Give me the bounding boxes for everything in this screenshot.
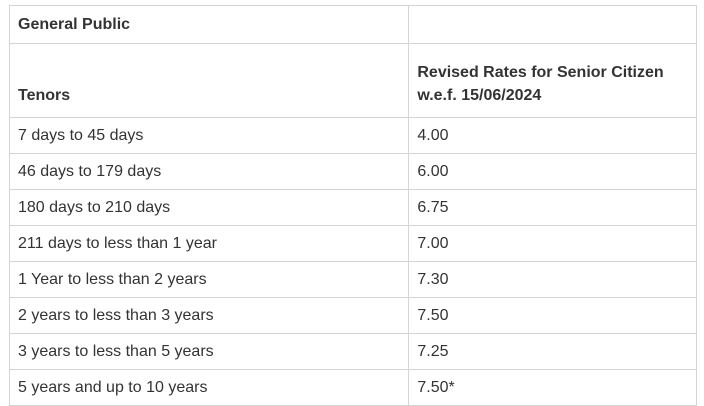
table-row: 2 years to less than 3 years 7.50 [8, 297, 697, 334]
table-row: 5 years and up to 10 years 7.50* [8, 369, 697, 406]
rate-cell: 6.00 [408, 153, 697, 190]
rate-cell: 7.25 [408, 333, 697, 370]
table-row: 46 days to 179 days 6.00 [8, 153, 697, 190]
rate-cell: 6.75 [408, 189, 697, 226]
empty-cell [408, 5, 697, 44]
table-row: 3 years to less than 5 years 7.25 [8, 333, 697, 370]
column-header: Tenors [8, 43, 410, 118]
table-row: 1 Year to less than 2 years 7.30 [8, 261, 697, 298]
table-body: 7 days to 45 days 4.00 46 days to 179 days… [8, 117, 697, 406]
rate-cell: 4.00 [408, 117, 697, 154]
rates-table: General Public Tenors Revised Rates for … [8, 5, 697, 406]
group-header: General Public [8, 5, 410, 44]
rate-cell: 7.50 [408, 297, 697, 334]
tenor-cell: 180 days to 210 days [8, 189, 410, 226]
column-header: Revised Rates for Senior Citizen w.e.f. … [408, 43, 697, 118]
tenor-cell: 2 years to less than 3 years [8, 297, 410, 334]
header-row: Tenors Revised Rates for Senior Citizen … [8, 43, 697, 118]
rate-cell: 7.00 [408, 225, 697, 262]
tenor-cell: 3 years to less than 5 years [8, 333, 410, 370]
tenor-cell: 1 Year to less than 2 years [8, 261, 410, 298]
table-row: 180 days to 210 days 6.75 [8, 189, 697, 226]
tenor-cell: 7 days to 45 days [8, 117, 410, 154]
table-row: 7 days to 45 days 4.00 [8, 117, 697, 154]
table-row: 211 days to less than 1 year 7.00 [8, 225, 697, 262]
rate-cell: 7.30 [408, 261, 697, 298]
rate-cell: 7.50* [408, 369, 697, 406]
tenor-cell: 46 days to 179 days [8, 153, 410, 190]
tenor-cell: 5 years and up to 10 years [8, 369, 410, 406]
tenor-cell: 211 days to less than 1 year [8, 225, 410, 262]
group-header-row: General Public [8, 5, 697, 44]
